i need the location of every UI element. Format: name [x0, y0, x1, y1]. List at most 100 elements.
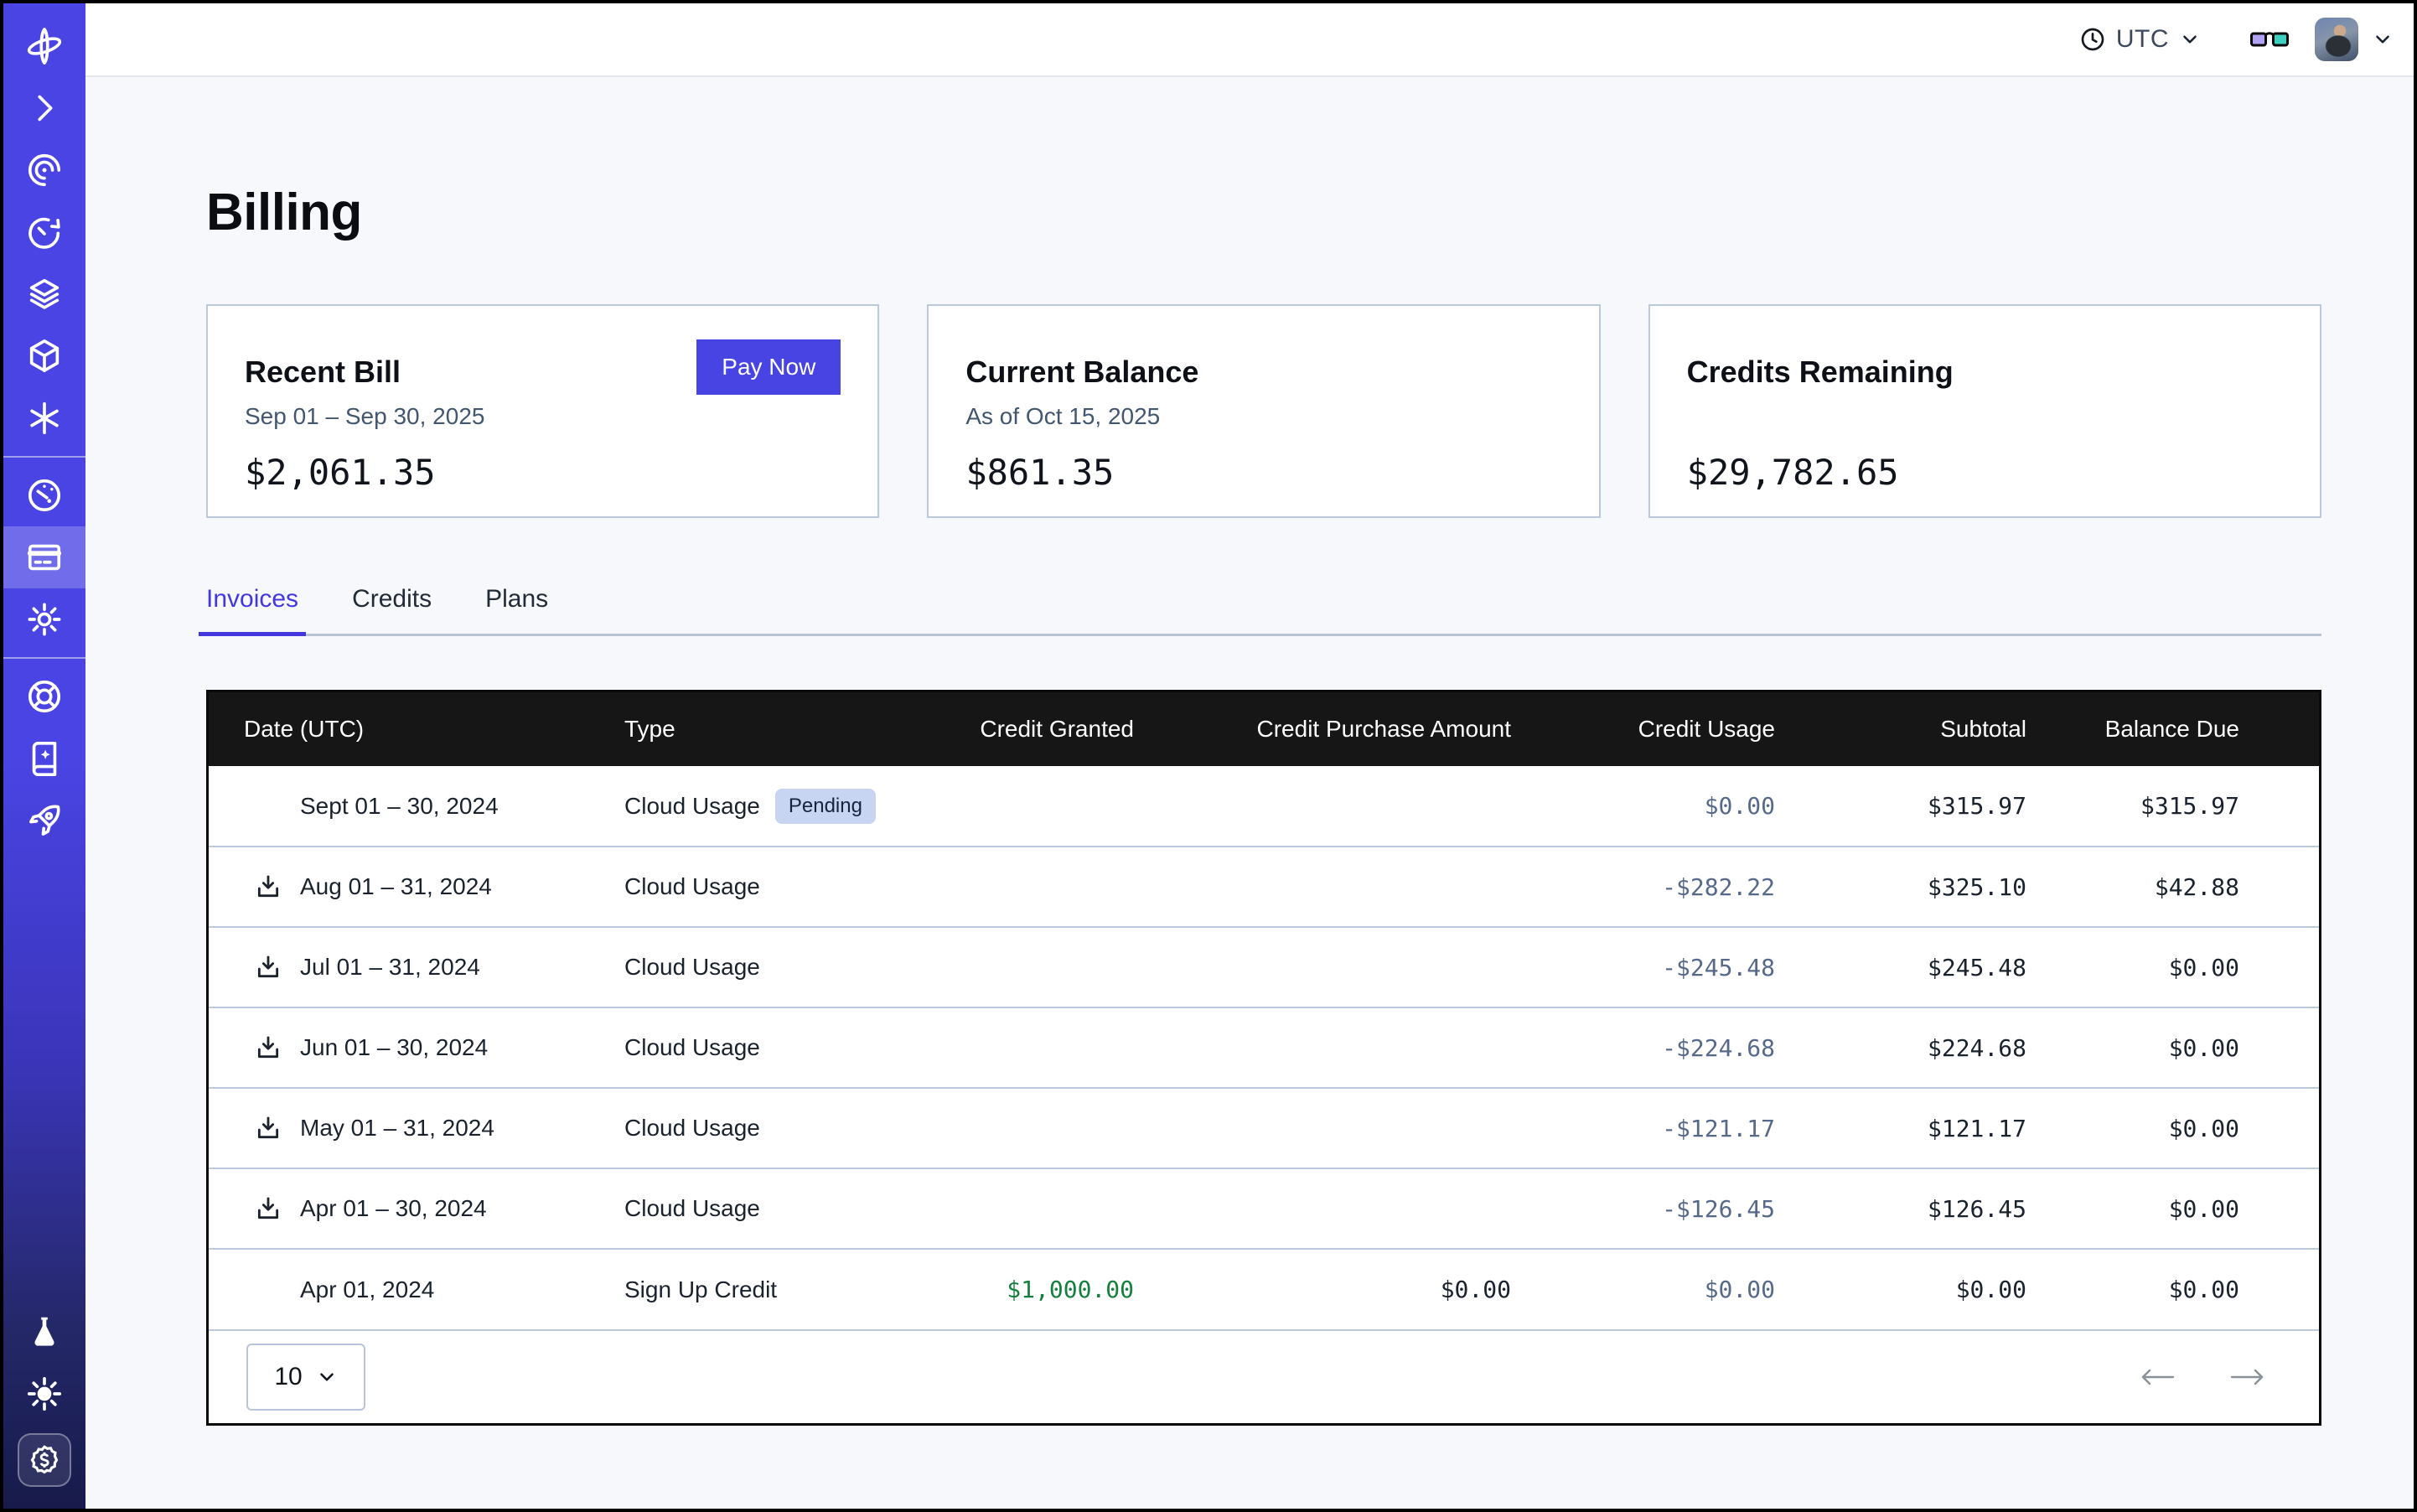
- download-icon: [255, 873, 282, 900]
- sidebar-item-launch[interactable]: [3, 790, 85, 852]
- invoice-row: Sept 01 – 30, 2024 Cloud Usage Pending $…: [209, 766, 2319, 847]
- app-window: UTC Billing Recent Bill Sep 01 –: [0, 0, 2417, 1512]
- app-logo[interactable]: [3, 15, 85, 77]
- spiral-icon: [25, 151, 64, 189]
- invoice-table-body: Sept 01 – 30, 2024 Cloud Usage Pending $…: [209, 766, 2319, 1329]
- timezone-selector[interactable]: UTC: [2079, 25, 2201, 54]
- glasses-button[interactable]: [2249, 27, 2290, 52]
- rocket-icon: [25, 801, 64, 840]
- credit-granted-value: [959, 1168, 1135, 1249]
- theme-toggle[interactable]: [3, 1363, 85, 1425]
- sidebar-item-asterisk[interactable]: [3, 387, 85, 449]
- credit-purchase-amount-value: [1135, 766, 1512, 847]
- download-invoice-button[interactable]: [255, 1115, 282, 1142]
- credit-granted-value: [959, 1007, 1135, 1088]
- sidebar-item-labs[interactable]: [3, 1301, 85, 1363]
- download-invoice-button[interactable]: [255, 1034, 282, 1061]
- credit-usage-value: -$245.48: [1512, 927, 1776, 1007]
- status-badge: Pending: [775, 789, 876, 824]
- column-header: Type: [624, 692, 959, 766]
- sidebar-item-support[interactable]: [3, 665, 85, 728]
- balance-due-value: $0.00: [2027, 1088, 2319, 1168]
- download-invoice-button[interactable]: [255, 1195, 282, 1222]
- credit-usage-value: -$126.45: [1512, 1168, 1776, 1249]
- sidebar: [3, 3, 85, 1509]
- download-icon: [255, 1115, 282, 1142]
- column-header: Credit Usage: [1512, 692, 1776, 766]
- invoice-type: Cloud Usage: [624, 1034, 760, 1061]
- credit-purchase-amount-value: [1135, 847, 1512, 927]
- orbit-logo-icon: [25, 27, 64, 65]
- sidebar-item-timer[interactable]: [3, 201, 85, 263]
- download-invoice-button[interactable]: [255, 954, 282, 981]
- sidebar-item-docs[interactable]: [3, 728, 85, 790]
- credit-granted-value: [959, 927, 1135, 1007]
- user-menu[interactable]: [2315, 18, 2394, 61]
- credit-purchase-amount-value: [1135, 1088, 1512, 1168]
- balance-due-value: $315.97: [2027, 766, 2319, 847]
- credit-usage-value: -$224.68: [1512, 1007, 1776, 1088]
- page-size-value: 10: [274, 1363, 302, 1391]
- credit-purchase-amount-value: [1135, 1168, 1512, 1249]
- credit-granted-value: $1,000.00: [959, 1249, 1135, 1329]
- credits-button[interactable]: [18, 1433, 71, 1487]
- tab-invoices[interactable]: Invoices: [199, 585, 306, 634]
- gauge-icon: [25, 476, 64, 515]
- invoices-table: Date (UTC)TypeCredit GrantedCredit Purch…: [206, 690, 2321, 1426]
- credit-usage-value: $0.00: [1512, 766, 1776, 847]
- sidebar-item-billing[interactable]: [3, 526, 85, 588]
- sidebar-collapse-button[interactable]: [3, 77, 85, 139]
- next-page-button[interactable]: [2228, 1366, 2267, 1388]
- pay-now-button[interactable]: Pay Now: [696, 339, 841, 395]
- chevron-right-icon: [25, 89, 64, 127]
- balance-due-value: $0.00: [2027, 927, 2319, 1007]
- invoice-row: Jul 01 – 31, 2024 Cloud Usage -$245.48 $…: [209, 927, 2319, 1007]
- gear-icon: [25, 600, 64, 639]
- sidebar-item-settings[interactable]: [3, 588, 85, 650]
- credit-granted-value: [959, 847, 1135, 927]
- invoice-type: Cloud Usage: [624, 954, 760, 981]
- main-area: UTC Billing Recent Bill Sep 01 –: [85, 3, 2414, 1509]
- credit-usage-value: -$121.17: [1512, 1088, 1776, 1168]
- billing-period: Sep 01 – Sep 30, 2025: [245, 403, 841, 432]
- glasses-icon: [2249, 27, 2290, 52]
- table-header-row: Date (UTC)TypeCredit GrantedCredit Purch…: [209, 692, 2319, 766]
- credits-remaining-amount: $29,782.65: [1687, 452, 2283, 493]
- tab-credits[interactable]: Credits: [344, 585, 439, 634]
- lifebuoy-icon: [25, 677, 64, 716]
- sidebar-item-layers[interactable]: [3, 263, 85, 325]
- subtotal-value: $126.45: [1776, 1168, 2027, 1249]
- balance-due-value: $42.88: [2027, 847, 2319, 927]
- subtotal-value: $315.97: [1776, 766, 2027, 847]
- pagination: 10: [209, 1329, 2319, 1423]
- current-balance-amount: $861.35: [965, 452, 1561, 493]
- download-icon: [255, 954, 282, 981]
- subtotal-value: $325.10: [1776, 847, 2027, 927]
- subtotal-value: $224.68: [1776, 1007, 2027, 1088]
- invoice-date: Jun 01 – 30, 2024: [300, 1034, 488, 1061]
- tab-plans[interactable]: Plans: [478, 585, 556, 634]
- invoice-type: Cloud Usage: [624, 1115, 760, 1142]
- sidebar-item-spiral[interactable]: [3, 139, 85, 201]
- invoice-type: Cloud Usage: [624, 793, 760, 820]
- invoice-row: Apr 01 – 30, 2024 Cloud Usage -$126.45 $…: [209, 1168, 2319, 1249]
- chevron-down-icon: [316, 1366, 338, 1388]
- download-invoice-button[interactable]: [255, 873, 282, 900]
- credits-remaining-card: Credits Remaining $29,782.65: [1648, 304, 2321, 518]
- previous-page-button[interactable]: [2138, 1366, 2176, 1388]
- cube-icon: [25, 337, 64, 375]
- chevron-down-icon: [2372, 28, 2394, 50]
- sidebar-item-cube[interactable]: [3, 325, 85, 387]
- invoice-type: Sign Up Credit: [624, 1276, 777, 1303]
- balance-as-of: As of Oct 15, 2025: [965, 403, 1561, 432]
- billing-page: Billing Recent Bill Sep 01 – Sep 30, 202…: [85, 77, 2414, 1509]
- page-size-select[interactable]: 10: [246, 1344, 365, 1411]
- balance-due-value: $0.00: [2027, 1168, 2319, 1249]
- column-header: Credit Granted: [959, 692, 1135, 766]
- credit-purchase-amount-value: [1135, 1007, 1512, 1088]
- invoice-date: Sept 01 – 30, 2024: [300, 793, 499, 820]
- subtotal-value: $121.17: [1776, 1088, 2027, 1168]
- card-title: Current Balance: [965, 355, 1561, 390]
- sidebar-item-usage-gauge[interactable]: [3, 464, 85, 526]
- download-icon: [255, 1034, 282, 1061]
